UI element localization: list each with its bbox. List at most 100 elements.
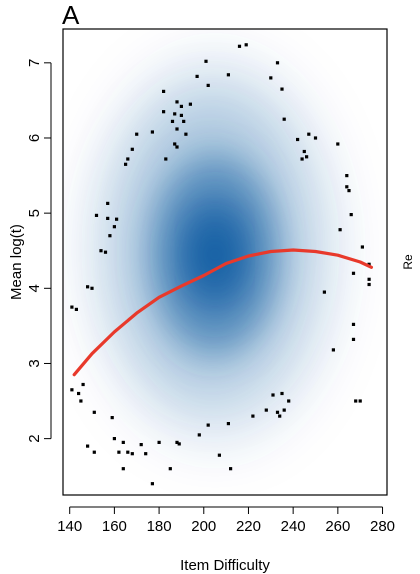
x-tick-label: 260 [325,518,350,535]
data-point [360,245,364,249]
data-point [108,234,112,238]
data-point [92,410,96,414]
data-point [351,271,356,275]
data-point [70,305,74,309]
data-point [126,157,130,161]
data-point [112,437,116,441]
data-point [106,216,110,220]
data-point [300,157,304,161]
x-tick-label: 220 [236,518,261,535]
y-tick-label: 6 [26,134,43,142]
data-point [175,100,179,104]
data-point [90,286,94,290]
data-point [206,83,210,87]
data-point [347,189,351,193]
x-axis: 140 160 180 200 220 240 260 280 [57,506,395,535]
data-point [103,250,108,254]
data-point [313,136,318,140]
data-point [179,104,183,108]
panel-label: A [62,0,80,30]
data-point [229,467,233,471]
data-point [197,433,201,437]
data-point [302,149,306,154]
data-point [162,110,166,114]
data-point [331,348,335,352]
x-tick-label: 200 [191,518,216,535]
data-point [157,440,161,444]
data-point [92,450,96,454]
data-point [79,399,83,403]
data-point [150,482,154,486]
data-point [77,391,81,396]
data-point [182,119,186,123]
data-point [173,112,177,116]
data-point [206,423,210,427]
data-point [162,89,166,93]
data-point [81,382,85,387]
data-point [338,228,342,232]
data-point [351,337,356,341]
data-point [367,277,371,281]
data-point [307,132,311,136]
data-point [99,249,103,253]
y-tick-label: 3 [26,359,43,367]
data-point [106,201,110,205]
data-point [117,450,121,454]
density-blob [194,226,235,283]
smooth-curve [72,248,373,377]
scatter-points [70,43,371,486]
data-point [175,440,179,444]
data-point [110,416,114,420]
data-point [349,213,353,217]
y-tick-label: 7 [26,59,43,67]
data-point [94,213,99,217]
data-point [168,467,172,471]
x-tick-label: 140 [57,518,82,535]
data-point [124,162,128,166]
data-point [251,414,255,418]
data-point [296,137,300,142]
data-point [345,185,349,189]
data-point [184,132,188,136]
x-tick-label: 240 [281,518,306,535]
plot-frame [62,28,388,496]
data-point [179,113,183,117]
data-point [275,410,280,414]
data-point [282,408,286,412]
data-point [86,444,90,448]
data-point [287,399,291,403]
density-shading [89,55,340,446]
data-point [74,307,78,311]
data-point [226,73,230,77]
y-tick-label: 2 [26,434,43,442]
data-point [150,130,154,134]
data-point [226,422,230,426]
data-point [269,76,273,80]
data-point [322,290,326,294]
x-axis-title: Item Difficulty [180,557,270,574]
x-tick-label: 160 [102,518,127,535]
data-point [271,393,275,397]
data-point [164,157,168,161]
data-point [280,87,284,91]
data-point [351,322,356,326]
data-point [70,388,74,392]
y-tick-label: 5 [26,209,43,217]
data-point [177,442,181,446]
data-point [367,282,371,287]
data-point [121,440,125,444]
data-point [195,74,199,78]
data-point [367,262,371,266]
data-point [305,155,309,159]
data-point [278,414,282,418]
data-point [112,225,116,229]
data-point [130,452,134,456]
y-axis-title: Mean log(t) [8,224,25,300]
data-point [170,119,175,123]
data-point [237,44,242,48]
data-point [354,399,358,403]
data-point [175,145,179,149]
data-point [217,453,221,457]
x-tick-label: 180 [147,518,172,535]
